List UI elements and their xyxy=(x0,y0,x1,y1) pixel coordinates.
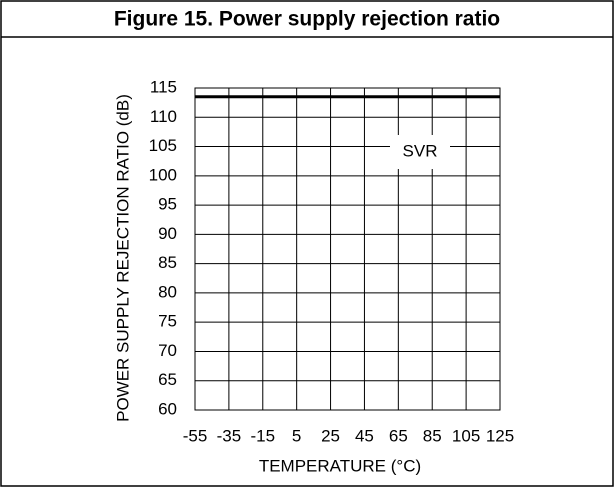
y-tick-label: 65 xyxy=(158,370,177,389)
y-tick-label: 100 xyxy=(149,165,177,184)
x-tick-label: 105 xyxy=(452,426,480,445)
y-tick-label: 105 xyxy=(149,136,177,155)
y-tick-label: 85 xyxy=(158,253,177,272)
x-tick-label: 125 xyxy=(486,426,514,445)
y-tick-label: 110 xyxy=(150,107,177,126)
y-tick-label: 115 xyxy=(150,77,177,96)
x-tick-label: 65 xyxy=(389,426,408,445)
chart-title: Figure 15. Power supply rejection ratio xyxy=(114,8,500,31)
x-tick-label: -35 xyxy=(217,426,242,445)
x-tick-label: 45 xyxy=(355,426,374,445)
y-tick-label: 95 xyxy=(158,195,177,214)
x-tick-label: 25 xyxy=(321,426,340,445)
x-tick-label: 85 xyxy=(423,426,442,445)
x-tick-label: -15 xyxy=(250,426,275,445)
plot-border xyxy=(194,87,501,411)
x-tick-label: -55 xyxy=(183,426,208,445)
x-axis-label: TEMPERATURE (°C) xyxy=(259,456,421,475)
y-tick-label: 60 xyxy=(158,399,177,418)
y-tick-label: 90 xyxy=(158,224,177,243)
y-tick-label: 70 xyxy=(158,341,177,360)
series-label: SVR xyxy=(403,141,438,160)
series-label-bg xyxy=(390,135,450,169)
x-tick-label: 5 xyxy=(292,426,301,445)
y-tick-label: 80 xyxy=(158,282,177,301)
y-tick-label: 75 xyxy=(158,312,177,331)
y-axis-label: POWER SUPPLY REJECTION RATIO (dB) xyxy=(113,94,132,422)
